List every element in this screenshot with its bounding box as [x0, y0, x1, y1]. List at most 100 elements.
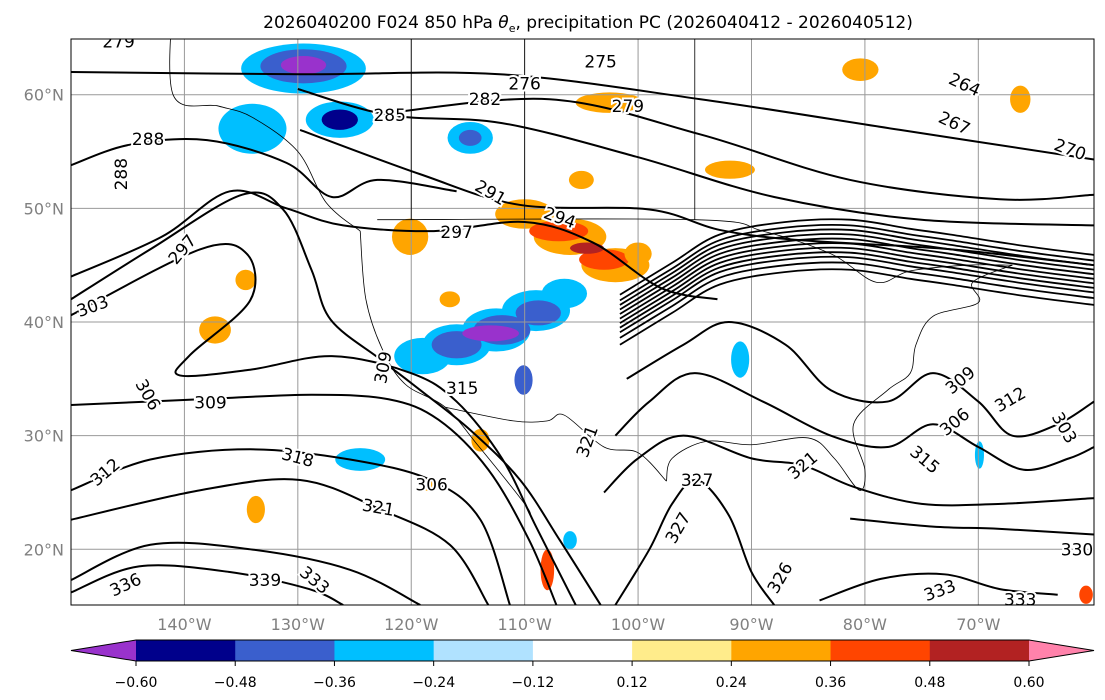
contour-label: 315 [446, 379, 478, 399]
contour-line-309 [71, 393, 558, 605]
colorbar-tick-label: −0.36 [313, 675, 356, 691]
colorbar-tick-label: −0.12 [511, 675, 554, 691]
contour-line-321 [603, 434, 1094, 507]
contour-line-324 [619, 268, 1094, 346]
coastline-border [169, 39, 361, 232]
lat-tick-label: 40°N [24, 313, 64, 332]
precip-anomaly-blob [842, 58, 879, 82]
colorbar-swatch [235, 640, 335, 661]
contour-label: 288 [132, 130, 164, 150]
contour-label: 330 [1061, 540, 1093, 560]
contour-label: 326 [764, 559, 798, 597]
precip-anomaly-blob [335, 448, 386, 471]
colorbar-tick-label: −0.48 [214, 675, 257, 691]
coastline-border [359, 231, 531, 516]
colorbar-extend-max [1029, 640, 1094, 661]
contour-label: 333 [921, 576, 958, 606]
contour-label: 297 [440, 223, 472, 243]
contour-label: 309 [194, 394, 226, 414]
colorbar-extend-min [71, 640, 136, 661]
colorbar-tick-label: −0.24 [412, 675, 455, 691]
contour-line-294 [71, 189, 718, 301]
lon-tick-label: 110°W [497, 615, 552, 634]
precip-anomaly-blob [515, 300, 561, 326]
contour-label: 288 [112, 158, 132, 190]
precip-anomaly-blob [391, 218, 429, 255]
contour-line-330 [850, 517, 1094, 536]
contour-line-312 [619, 246, 1094, 324]
precip-anomaly-blob [439, 291, 461, 308]
contour-label: 267 [935, 108, 973, 140]
lon-tick-label: 130°W [271, 615, 326, 634]
colorbar-swatch [334, 640, 435, 661]
precip-anomaly-blob [570, 242, 605, 254]
contour-label: 279 [102, 32, 134, 52]
precip-anomaly-blob [462, 325, 519, 342]
contour-label: 303 [74, 292, 111, 322]
contour-label: 306 [130, 376, 164, 414]
axis-ticks: 140°W 130°W 120°W 110°W 100°W 90°W 80°W 70°W 60°… [24, 86, 1001, 634]
precip-anomaly-blob [563, 531, 577, 550]
plot-frame [70, 38, 1095, 606]
lon-tick-label: 90°W [729, 615, 773, 634]
contour-label: 282 [469, 90, 501, 110]
lat-tick-label: 30°N [24, 427, 64, 446]
contour-line-321 [619, 261, 1094, 339]
contour-label: 285 [373, 106, 405, 126]
lat-tick-label: 60°N [24, 86, 64, 105]
precip-anomaly-blob [579, 249, 629, 270]
colorbar-swatch [731, 640, 832, 661]
chart-title: 2026040200 F024 850 hPa θe, precipitatio… [263, 13, 913, 35]
contour-line-300 [619, 228, 1094, 306]
contour-label: 315 [906, 442, 944, 478]
contour-line-318 [619, 255, 1094, 333]
gridlines [71, 39, 1094, 605]
contour-line-306 [626, 320, 1094, 438]
precip-anomaly-blob [1079, 585, 1093, 604]
lon-tick-label: 140°W [157, 615, 212, 634]
lon-tick-label: 120°W [384, 615, 439, 634]
contour-label: 309 [371, 350, 396, 385]
precip-anomaly-blob [458, 129, 482, 146]
contour-line-285 [297, 88, 1094, 227]
contour-label: 321 [784, 448, 822, 484]
precip-anomaly-blob [235, 269, 256, 291]
contour-label: 339 [249, 571, 281, 591]
contour-label: 321 [573, 423, 603, 460]
precip-anomaly-blob [731, 341, 750, 378]
contour-label: 270 [1051, 135, 1088, 165]
colorbar: −0.60 −0.48 −0.36 −0.24 −0.12 0.12 0.24 0.36 0.4… [70, 639, 1095, 691]
colorbar-swatch [632, 640, 732, 661]
colorbar-tick-label: 0.60 [1013, 675, 1044, 691]
colorbar-swatch [929, 640, 1030, 661]
precip-anomaly-blob [529, 220, 589, 242]
contour-label: 321 [360, 496, 395, 521]
title-main-text: 2026040200 F024 850 hPa [263, 13, 498, 33]
contour-line-336 [71, 564, 344, 605]
colorbar-swatch [532, 640, 633, 661]
precip-anomaly-blob [199, 316, 231, 344]
contour-label: 318 [279, 444, 316, 472]
lat-tick-label: 50°N [24, 199, 64, 218]
colorbar-tick-label: 0.24 [716, 675, 747, 691]
precip-anomaly-blob [514, 365, 533, 395]
lon-tick-label: 70°W [956, 615, 1000, 634]
precip-anomaly-blob [218, 103, 287, 154]
title-subscript: e [509, 22, 516, 35]
colorbar-swatch [433, 640, 534, 661]
contour-label: 264 [945, 69, 983, 101]
colorbar-swatch [136, 640, 236, 661]
precip-anomaly-blob [1010, 85, 1031, 113]
contour-line-312 [614, 372, 1094, 471]
contour-line-276 [71, 70, 1094, 161]
contour-line-297 [71, 191, 602, 605]
colorbar-tick-label: −0.60 [115, 675, 158, 691]
contour-label: 333 [1004, 590, 1036, 610]
precip-anomaly-blob [704, 160, 755, 179]
precip-anomaly-blob [540, 549, 555, 591]
contour-line-288 [71, 138, 457, 199]
title-rest-text: , precipitation PC (2026040412 - 2026040… [515, 13, 912, 33]
precip-anomaly-blob [246, 495, 265, 524]
